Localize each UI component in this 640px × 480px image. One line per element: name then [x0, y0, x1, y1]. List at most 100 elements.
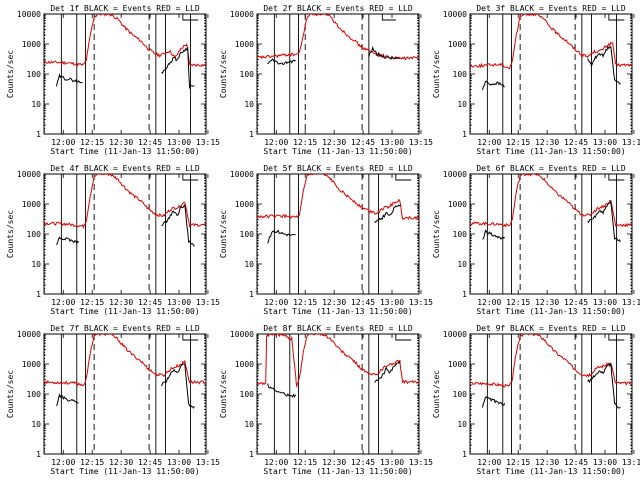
- x-tick-label: 12:45: [351, 458, 375, 467]
- events-series-line: [587, 200, 621, 243]
- y-tick-label: 10000: [230, 170, 254, 179]
- y-tick-label: 10000: [17, 330, 41, 339]
- x-axis-label: Start Time (11-Jan-13 11:50:00): [50, 307, 199, 316]
- x-tick-label: 13:15: [622, 298, 640, 307]
- x-tick-label: 12:45: [138, 138, 162, 147]
- detector-panel: 1 10 100 1000 10000 12:00 12:15 12:30 12:45 13:00…: [432, 324, 640, 476]
- y-tick-label: 1000: [235, 200, 254, 209]
- events-series-line: [56, 73, 83, 87]
- detector-panel: 1 10 100 1000 10000 12:00 12:15 12:30 12:45 13:00…: [432, 4, 640, 156]
- plot-frame: [469, 173, 633, 295]
- y-tick-label: 10000: [17, 170, 41, 179]
- x-tick-label: 12:30: [109, 298, 133, 307]
- y-tick-label: 1: [249, 290, 254, 299]
- events-series-line: [267, 383, 297, 398]
- y-tick-label: 1000: [22, 200, 41, 209]
- x-tick-label: 12:15: [293, 138, 317, 147]
- panel-title: Det 3f BLACK = Events RED = LLD: [476, 4, 625, 13]
- x-tick-label: 12:15: [80, 458, 104, 467]
- y-tick-label: 1: [462, 450, 467, 459]
- y-tick-label: 10: [31, 260, 41, 269]
- y-tick-label: 100: [453, 390, 468, 399]
- y-tick-label: 100: [240, 390, 255, 399]
- detector-panel: 1 10 100 1000 10000 12:00 12:15 12:30 12:45 13:00…: [6, 164, 220, 316]
- x-tick-label: 12:15: [293, 298, 317, 307]
- x-tick-label: 12:45: [564, 138, 588, 147]
- hook-marker: [395, 334, 412, 341]
- x-axis-label: Start Time (11-Jan-13 11:50:00): [476, 467, 625, 476]
- events-series-line: [482, 229, 506, 240]
- x-tick-label: 12:15: [506, 298, 530, 307]
- events-series-line: [482, 396, 506, 408]
- panel-title: Det 9f BLACK = Events RED = LLD: [476, 324, 625, 333]
- y-tick-label: 10: [31, 100, 41, 109]
- hook-marker: [608, 14, 625, 21]
- plot-frame: [43, 333, 207, 455]
- y-tick-label: 10: [31, 420, 41, 429]
- detector-panel: 1 10 100 1000 10000 12:00 12:15 12:30 12:45 13:00…: [219, 324, 433, 476]
- x-tick-label: 12:00: [264, 138, 288, 147]
- x-tick-label: 13:00: [167, 458, 191, 467]
- plot-area: [257, 14, 419, 134]
- lld-series-line: [257, 334, 419, 388]
- x-axis-label: Start Time (11-Jan-13 11:50:00): [263, 307, 412, 316]
- y-axis-label: Counts/sec: [6, 370, 15, 418]
- y-axis-label: Counts/sec: [6, 50, 15, 98]
- y-tick-label: 1: [36, 450, 41, 459]
- y-tick-label: 10: [244, 420, 254, 429]
- y-tick-label: 100: [240, 70, 255, 79]
- y-tick-label: 10000: [230, 10, 254, 19]
- lld-series-line: [44, 334, 206, 387]
- x-tick-label: 12:30: [535, 298, 559, 307]
- x-tick-label: 12:15: [506, 458, 530, 467]
- panel-title: Det 8f BLACK = Events RED = LLD: [263, 324, 412, 333]
- panel-title: Det 2f BLACK = Events RED = LLD: [263, 4, 412, 13]
- x-tick-label: 12:15: [80, 138, 104, 147]
- x-tick-label: 13:15: [409, 138, 433, 147]
- x-tick-label: 12:30: [322, 458, 346, 467]
- panel-title: Det 6f BLACK = Events RED = LLD: [476, 164, 625, 173]
- events-series-line: [56, 393, 79, 407]
- x-tick-label: 12:45: [564, 458, 588, 467]
- y-tick-label: 1: [462, 130, 467, 139]
- hook-marker: [182, 334, 199, 341]
- y-axis-label: Counts/sec: [432, 50, 441, 98]
- y-axis-label: Counts/sec: [219, 370, 228, 418]
- events-series-line: [267, 229, 296, 244]
- x-tick-label: 13:15: [196, 298, 220, 307]
- x-tick-label: 13:00: [593, 458, 617, 467]
- plot-frame: [256, 333, 420, 455]
- x-tick-label: 13:15: [196, 458, 220, 467]
- x-tick-label: 13:00: [380, 298, 404, 307]
- events-series-line: [587, 45, 621, 85]
- y-tick-label: 10: [244, 260, 254, 269]
- detector-panel: 1 10 100 1000 10000 12:00 12:15 12:30 12:45 13:00…: [219, 164, 433, 316]
- x-tick-label: 13:00: [380, 138, 404, 147]
- y-tick-label: 10000: [230, 330, 254, 339]
- y-tick-label: 10: [457, 420, 467, 429]
- lld-series-line: [44, 14, 206, 67]
- x-axis-label: Start Time (11-Jan-13 11:50:00): [476, 307, 625, 316]
- y-tick-label: 1: [462, 290, 467, 299]
- y-axis-label: Counts/sec: [432, 210, 441, 258]
- events-series-line: [587, 362, 621, 409]
- plot-frame: [43, 173, 207, 295]
- events-series-line: [56, 236, 80, 246]
- hook-marker: [395, 174, 412, 181]
- detector-panel: 1 10 100 1000 10000 12:00 12:15 12:30 12:45 13:00…: [219, 4, 433, 156]
- lld-series-line: [44, 174, 206, 230]
- x-tick-label: 12:30: [322, 138, 346, 147]
- x-tick-label: 12:30: [535, 138, 559, 147]
- events-series-line: [374, 204, 401, 224]
- y-tick-label: 1: [249, 130, 254, 139]
- y-tick-label: 10: [244, 100, 254, 109]
- panel-title: Det 5f BLACK = Events RED = LLD: [263, 164, 412, 173]
- x-tick-label: 12:45: [564, 298, 588, 307]
- y-tick-label: 10: [457, 260, 467, 269]
- x-tick-label: 12:00: [51, 138, 75, 147]
- y-axis-label: Counts/sec: [219, 210, 228, 258]
- plot-area: [44, 334, 206, 454]
- plot-frame: [43, 13, 207, 135]
- x-axis-label: Start Time (11-Jan-13 11:50:00): [50, 467, 199, 476]
